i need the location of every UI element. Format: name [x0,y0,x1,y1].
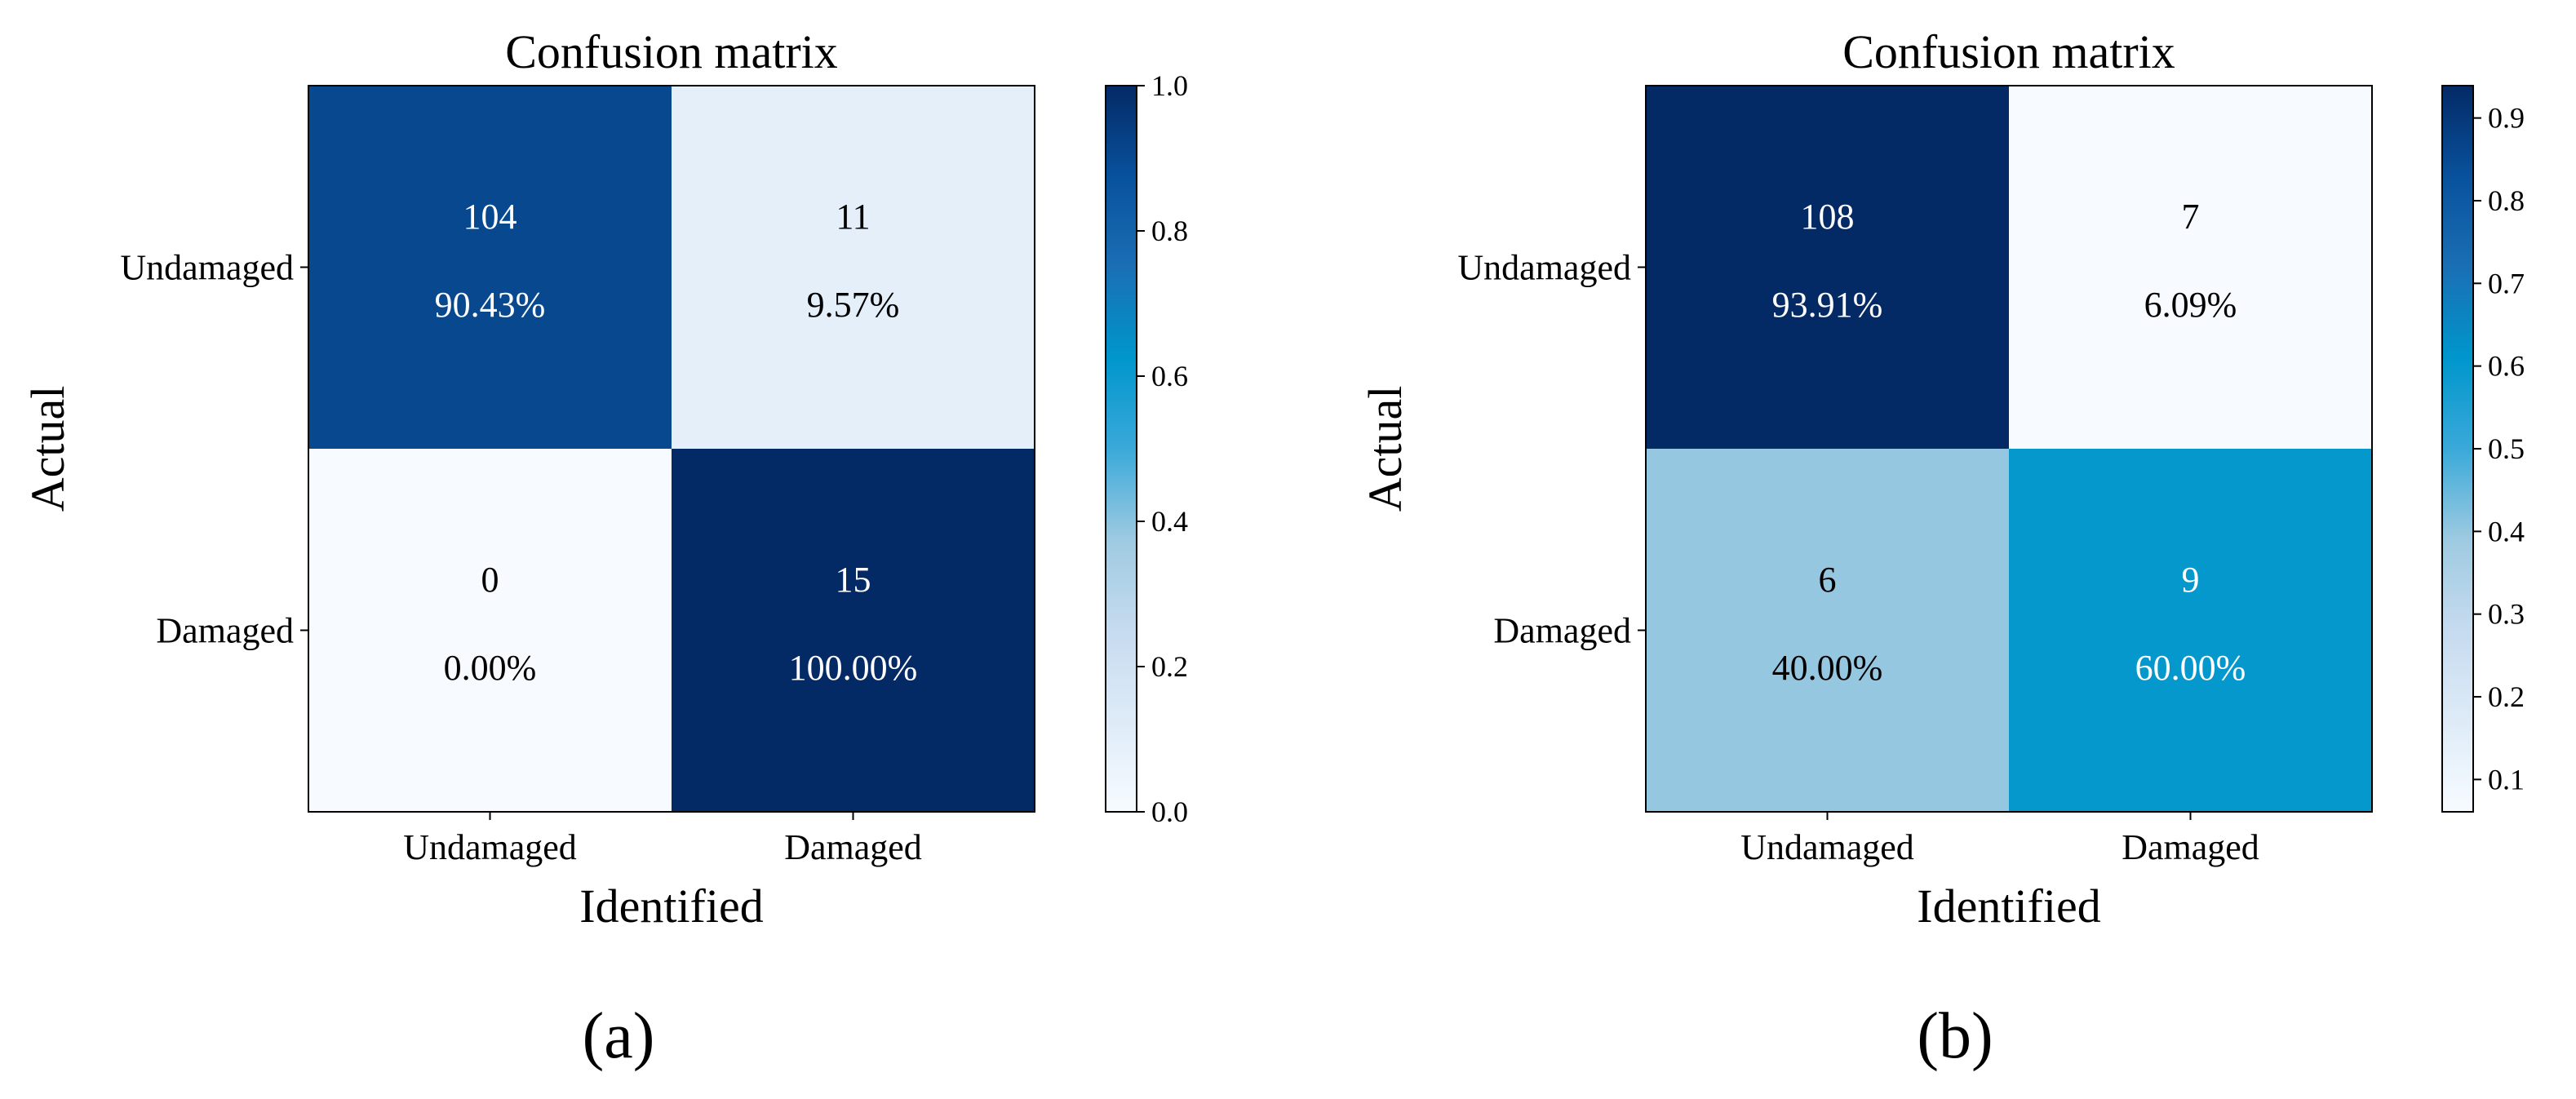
colorbar-tick-label: 0.8 [2488,184,2525,217]
cell-count: 104 [463,197,517,237]
x-tick-label: Damaged [784,827,922,867]
colorbar-tick-label: 0.2 [1151,650,1188,683]
colorbar-tick-label: 0.6 [2488,350,2525,383]
x-tick-label: Damaged [2122,827,2259,867]
chart-title: Confusion matrix [1842,25,2175,78]
cell-r0-c0 [1646,86,2009,449]
colorbar-tick-label: 0.7 [2488,267,2525,299]
confusion-matrix-a: 104 90.43% 11 9.57% 0 0.00% 15 100.00% Confusion… [21,25,1188,933]
colorbar-tick-label: 0.9 [2488,102,2525,135]
x-axis-label: Identified [579,880,763,933]
confusion-matrix-b: 108 93.91% 7 6.09% 6 40.00% 9 60.00% Confusion m… [1359,25,2525,933]
panel-label-b: (b) [1917,1000,1993,1072]
y-tick-label: Undamaged [120,248,294,288]
cell-r0-c1 [2009,86,2372,449]
colorbar-tick-label: 0.3 [2488,598,2525,631]
colorbar-tick-label: 0.0 [1151,795,1188,828]
colorbar-tick-label: 0.8 [1151,215,1188,247]
y-tick-label: Damaged [1493,611,1631,651]
cell-count: 0 [481,560,499,600]
colorbar-tick-label: 0.5 [2488,432,2525,465]
y-axis-label: Actual [21,386,74,512]
x-tick-label: Undamaged [1740,827,1914,867]
colorbar-tick-label: 0.1 [2488,763,2525,795]
colorbar [2441,85,2474,813]
cell-percent: 9.57% [807,285,900,325]
y-tick-label: Damaged [156,611,294,651]
cell-count: 108 [1801,197,1855,237]
cell-percent: 100.00% [789,648,918,688]
cell-count: 11 [836,197,870,237]
cell-percent: 93.91% [1772,285,1883,325]
y-tick-label: Undamaged [1457,248,1631,288]
cell-r1-c0 [308,449,672,812]
colorbar [1105,85,1137,813]
cell-percent: 40.00% [1772,648,1883,688]
cell-percent: 0.00% [444,648,537,688]
cell-r0-c0 [308,86,672,449]
plot-frame [1645,85,2373,813]
colorbar-tick-label: 0.4 [2488,515,2525,547]
cell-r0-c1 [672,86,1035,449]
cell-count: 7 [2182,197,2200,237]
chart-title: Confusion matrix [505,25,838,78]
cell-count: 15 [836,560,871,600]
colorbar-tick-label: 0.6 [1151,360,1188,392]
colorbar-tick-label: 0.2 [2488,680,2525,713]
cell-r1-c0 [1646,449,2009,812]
x-axis-label: Identified [1917,880,2100,933]
x-tick-label: Undamaged [403,827,577,867]
cell-percent: 90.43% [435,285,546,325]
cell-percent: 60.00% [2135,648,2246,688]
cell-r1-c1 [2009,449,2372,812]
plot-frame [308,85,1035,813]
colorbar-tick-label: 1.0 [1151,69,1188,102]
cell-percent: 6.09% [2144,285,2237,325]
y-axis-label: Actual [1359,386,1412,512]
cell-count: 9 [2182,560,2200,600]
panel-label-a: (a) [582,1000,655,1072]
cell-count: 6 [1819,560,1837,600]
colorbar-tick-label: 0.4 [1151,505,1188,538]
cell-r1-c1 [672,449,1035,812]
